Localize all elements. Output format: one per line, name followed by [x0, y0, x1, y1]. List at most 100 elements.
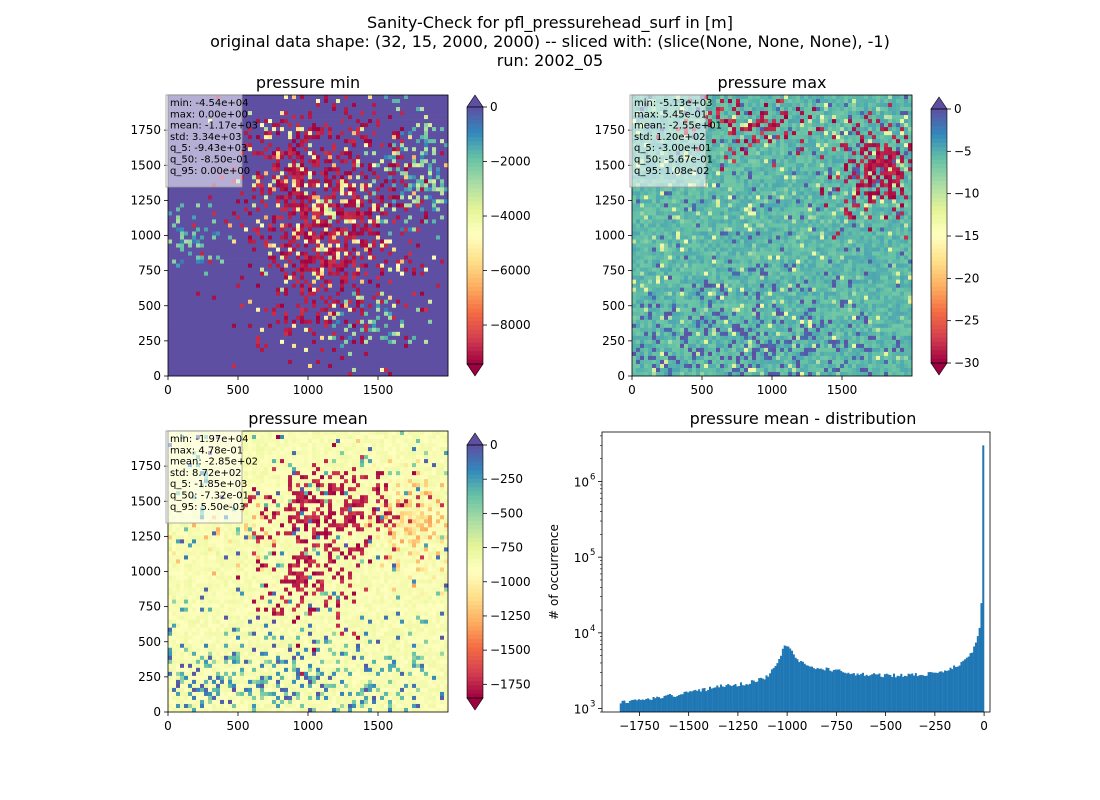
heatmap-cell — [408, 239, 413, 244]
heatmap-cell — [292, 151, 297, 156]
heatmap-cell — [364, 347, 369, 353]
x-tick-label: 1000 — [293, 383, 324, 397]
heatmap-cell — [412, 327, 417, 333]
heatmap-cell — [204, 235, 209, 240]
heatmap-cell — [340, 195, 345, 200]
heatmap-cell — [436, 231, 441, 236]
heatmap-cell — [356, 167, 361, 172]
heatmap-cell — [404, 183, 409, 188]
heatmap-cell — [376, 231, 381, 236]
heatmap-cell — [272, 331, 277, 337]
heatmap-cell — [304, 111, 309, 116]
heatmap-cell — [220, 199, 225, 204]
heatmap-cell — [252, 187, 257, 192]
heatmap-cell — [312, 99, 317, 104]
heatmap-cell — [256, 147, 261, 152]
heatmap-cell — [388, 231, 393, 236]
heatmap-cell — [440, 239, 445, 244]
heatmap-cell — [368, 327, 373, 333]
heatmap-cell — [316, 255, 321, 260]
heatmap-cell — [332, 155, 337, 160]
heatmap-cell — [304, 367, 309, 373]
heatmap-cell — [280, 259, 285, 264]
heatmap-cell — [316, 203, 321, 208]
heatmap-cell — [252, 227, 257, 232]
heatmap-cell — [360, 327, 365, 333]
heatmap-cell — [176, 319, 181, 325]
heatmap-cell — [200, 299, 205, 305]
heatmap-cell — [216, 271, 221, 276]
heatmap-cell — [356, 123, 361, 128]
heatmap-cell — [364, 123, 369, 128]
heatmap-cell — [216, 335, 221, 341]
heatmap-cell — [360, 171, 365, 176]
heatmap-cell — [292, 163, 297, 168]
heatmap-cell — [368, 175, 373, 180]
heatmap-cell — [324, 195, 329, 200]
heatmap-cell — [280, 299, 285, 305]
heatmap-cell — [188, 283, 193, 289]
heatmap-cell — [436, 359, 441, 365]
heatmap-cell — [168, 207, 173, 212]
heatmap-cell — [312, 175, 317, 180]
heatmap-cell — [288, 239, 293, 244]
heatmap-cell — [268, 271, 273, 276]
heatmap-cell — [392, 275, 397, 280]
heatmap-cell — [260, 131, 265, 136]
heatmap-cell — [172, 275, 177, 280]
heatmap-cell — [212, 351, 217, 357]
heatmap-cell — [240, 303, 245, 309]
heatmap-cell — [352, 227, 357, 232]
heatmap-cell — [324, 143, 329, 148]
heatmap-cell — [288, 259, 293, 264]
heatmap-cell — [220, 335, 225, 341]
heatmap-cell — [440, 295, 445, 301]
heatmap-cell — [184, 223, 189, 228]
heatmap-cell — [352, 191, 357, 196]
heatmap-cell — [268, 331, 273, 337]
heatmap-cell — [284, 195, 289, 200]
heatmap-cell — [316, 183, 321, 188]
heatmap-cell — [388, 179, 393, 184]
heatmap-cell — [280, 179, 285, 184]
heatmap-cell — [304, 247, 309, 252]
heatmap-cell — [256, 323, 261, 329]
heatmap-cell — [204, 255, 209, 260]
heatmap-cell — [296, 295, 301, 301]
heatmap-cell — [252, 327, 257, 333]
heatmap-cell — [244, 335, 249, 341]
heatmap-cell — [360, 335, 365, 341]
heatmap-cell — [328, 275, 333, 280]
heatmap-cell — [440, 303, 445, 309]
heatmap-cell — [372, 351, 377, 357]
heatmap-cell — [312, 171, 317, 176]
heatmap-cell — [312, 271, 317, 276]
heatmap-cell — [328, 99, 333, 104]
heatmap-cell — [372, 123, 377, 128]
heatmap-cell — [332, 179, 337, 184]
heatmap-cell — [404, 335, 409, 341]
heatmap-cell — [296, 275, 301, 280]
heatmap-cell — [280, 275, 285, 280]
heatmap-cell — [196, 291, 201, 297]
heatmap-cell — [248, 311, 253, 317]
heatmap-cell — [284, 235, 289, 240]
heatmap-cell — [332, 363, 337, 369]
heatmap-cell — [284, 347, 289, 353]
heatmap-cell — [372, 299, 377, 305]
heatmap-cell — [392, 267, 397, 272]
heatmap-cell — [368, 311, 373, 317]
heatmap-cell — [408, 243, 413, 248]
heatmap-cell — [316, 267, 321, 272]
heatmap-cell — [228, 295, 233, 301]
heatmap-cell — [436, 307, 441, 313]
heatmap-cell — [328, 115, 333, 120]
heatmap-cell — [392, 299, 397, 305]
heatmap-cell — [396, 295, 401, 301]
heatmap-cell — [332, 175, 337, 180]
heatmap-cell — [196, 315, 201, 321]
heatmap-cell — [364, 279, 369, 285]
heatmap-cell — [428, 139, 433, 144]
heatmap-cell — [316, 175, 321, 180]
heatmap-cell — [296, 355, 301, 361]
